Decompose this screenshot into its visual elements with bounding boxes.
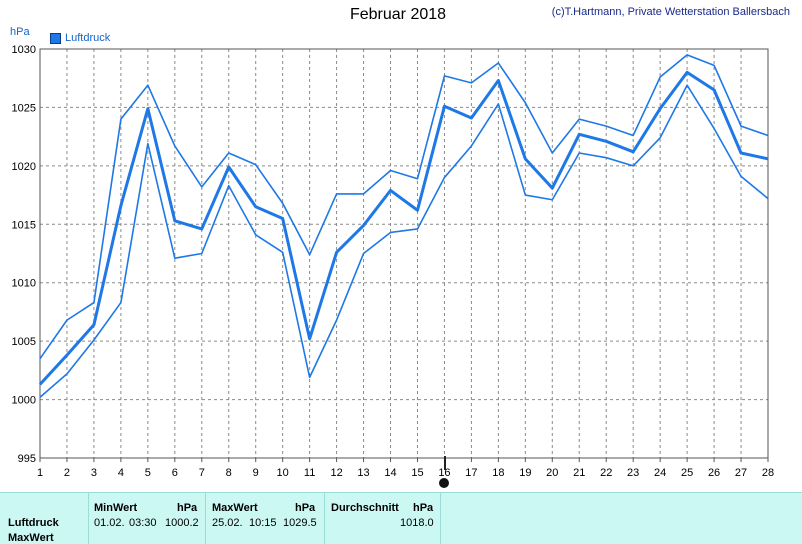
x-tick-label: 6 [172, 467, 178, 479]
series-line-avg [38, 70, 769, 386]
avg-header: Durchschnitt [331, 502, 399, 514]
x-tick-label: 7 [199, 467, 205, 479]
x-tick-label: 20 [546, 467, 558, 479]
divider [205, 493, 206, 544]
row-label-maxwert: MaxWert [8, 532, 54, 544]
y-axis-unit: hPa [10, 26, 30, 38]
x-tick-label: 24 [654, 467, 666, 479]
x-tick-label: 15 [411, 467, 423, 479]
y-tick-labels: 995 1000 1005 1010 1015 1020 1025 1030 [12, 44, 36, 465]
x-tick-label: 10 [277, 467, 289, 479]
y-tick-label: 1025 [12, 102, 36, 114]
y-tick-label: 1015 [12, 219, 36, 231]
max-header: MaxWert [212, 502, 258, 514]
min-date: 01.02. [94, 517, 125, 529]
x-tick-label: 25 [681, 467, 693, 479]
x-tick-label: 16 [438, 467, 450, 479]
x-tick-label: 1 [37, 467, 43, 479]
max-value: 1029.5 [283, 517, 317, 529]
divider [440, 493, 441, 544]
max-unit: hPa [295, 502, 316, 514]
x-tick-label: 22 [600, 467, 612, 479]
divider [324, 493, 325, 544]
y-tick-label: 1010 [12, 278, 36, 290]
plot-frame [39, 48, 769, 459]
x-tick-label: 5 [145, 467, 151, 479]
x-tick-label: 21 [573, 467, 585, 479]
y-tick-label: 1020 [12, 161, 36, 173]
x-tick-label: 4 [118, 467, 124, 479]
series-line-max [39, 54, 769, 360]
legend-label: Luftdruck [65, 32, 111, 44]
legend-swatch [50, 32, 61, 44]
x-tick-label: 23 [627, 467, 639, 479]
divider [88, 493, 89, 544]
x-tick-label: 26 [708, 467, 720, 479]
x-tick-label: 11 [304, 467, 315, 479]
series-lines [38, 54, 769, 398]
x-tick-label: 28 [762, 467, 774, 479]
y-tick-label: 1005 [12, 336, 36, 348]
chart: 1 2 3 4 5 6 7 8 9 10 11 12 13 14 15 16 17 18 19 20 21 22 23 24 2… [12, 44, 775, 479]
avg-value: 1018.0 [400, 517, 434, 529]
x-tick-label: 8 [226, 467, 232, 479]
y-tick-label: 1030 [12, 44, 36, 56]
min-unit: hPa [177, 502, 198, 514]
avg-unit: hPa [413, 502, 434, 514]
legend[interactable]: Luftdruck [50, 32, 110, 44]
y-tick-label: 1000 [12, 395, 36, 407]
min-value: 1000.2 [165, 517, 199, 529]
x-tick-label: 19 [519, 467, 531, 479]
x-tick-label: 27 [735, 467, 747, 479]
x-tick-label: 13 [357, 467, 369, 479]
stats-panel: Luftdruck MaxWert MinWert hPa 01.02. 03:… [0, 492, 802, 544]
y-tick-label: 995 [18, 453, 36, 465]
x-tick-label: 14 [384, 467, 396, 479]
x-tick-label: 9 [253, 467, 259, 479]
axes [39, 48, 769, 459]
x-tick-labels: 1 2 3 4 5 6 7 8 9 10 11 12 13 14 15 16 17 18 19 20 21 22 23 24 2… [37, 458, 774, 479]
cursor-handle[interactable] [439, 478, 449, 488]
min-time: 03:30 [129, 517, 157, 529]
row-label-luftdruck: Luftdruck [8, 517, 59, 529]
chart-title: Februar 2018 [349, 6, 447, 23]
copyright-text: (c)T.Hartmann, Private Wetterstation Bal… [551, 6, 790, 18]
x-tick-label: 12 [330, 467, 342, 479]
x-tick-label: 2 [64, 467, 70, 479]
x-tick-label: 3 [91, 467, 97, 479]
x-tick-label: 18 [492, 467, 504, 479]
max-date: 25.02. [212, 517, 243, 529]
x-tick-label: 17 [465, 467, 477, 479]
min-header: MinWert [94, 502, 138, 514]
series-line-min [39, 84, 769, 398]
cursor-marker[interactable] [444, 456, 446, 470]
max-time: 10:15 [249, 517, 277, 529]
